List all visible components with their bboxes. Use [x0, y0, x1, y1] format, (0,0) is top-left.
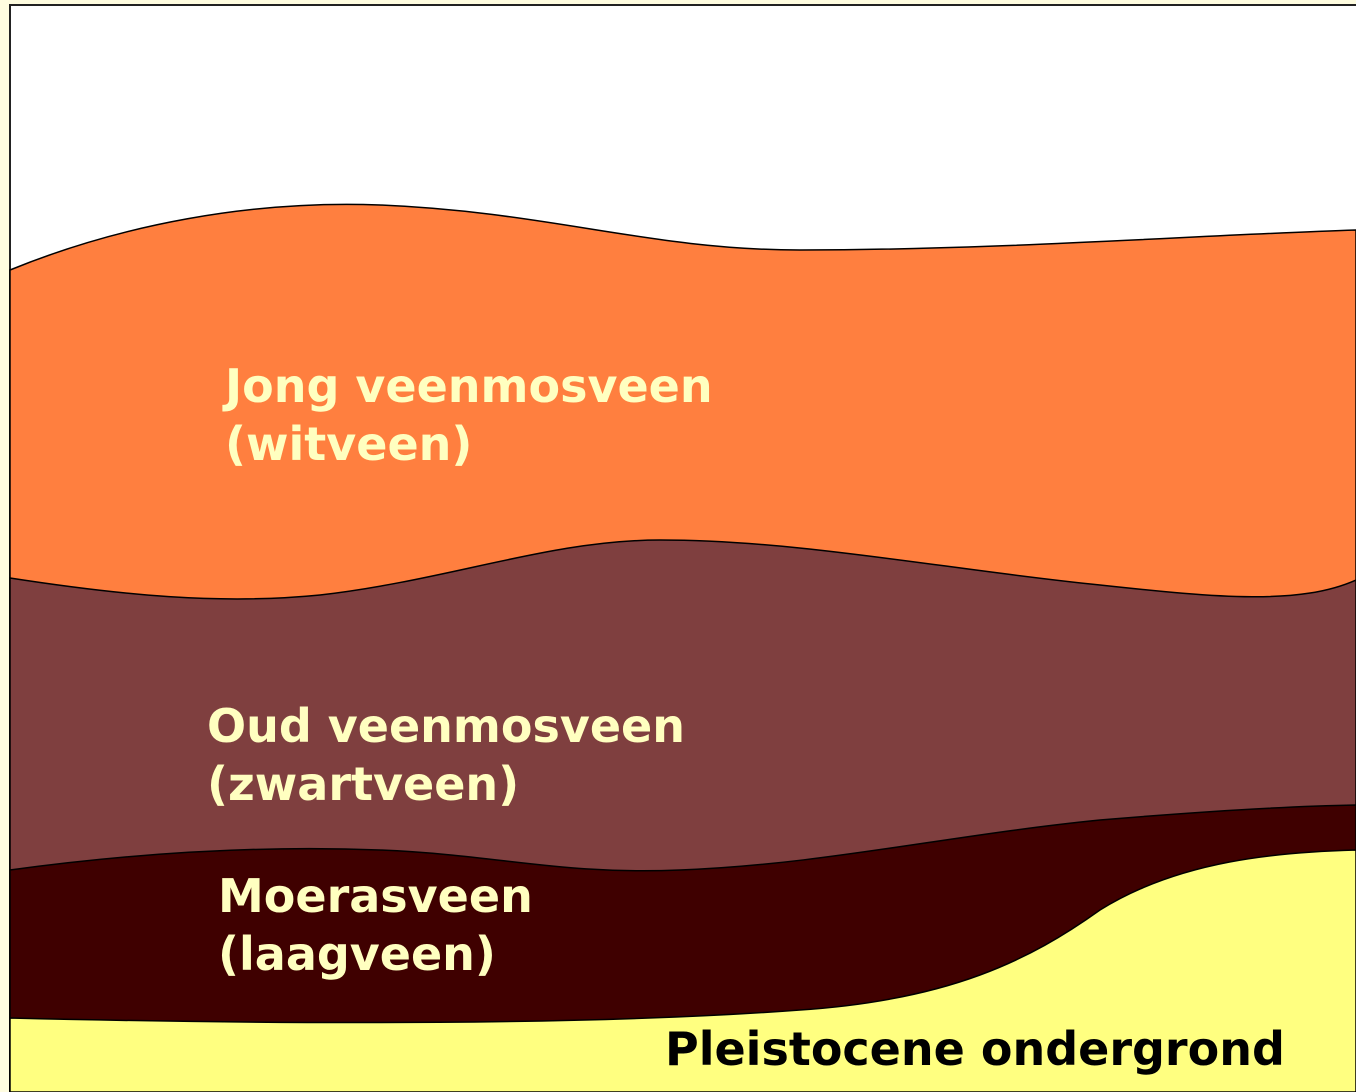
base-label: Pleistocene ondergrond	[665, 1022, 1285, 1076]
layer-label: Jong veenmosveen	[222, 359, 713, 413]
layer-label: Oud veenmosveen	[207, 699, 685, 753]
layer-label: (witveen)	[225, 417, 472, 471]
layer-label: (zwartveen)	[207, 757, 519, 811]
layer-label: Moerasveen	[218, 869, 533, 923]
page: Jong veenmosveen (witveen) Oud veenmosve…	[0, 0, 1356, 1092]
diagram: Jong veenmosveen (witveen) Oud veenmosve…	[0, 0, 1356, 1092]
layer-label: (laagveen)	[218, 927, 496, 981]
